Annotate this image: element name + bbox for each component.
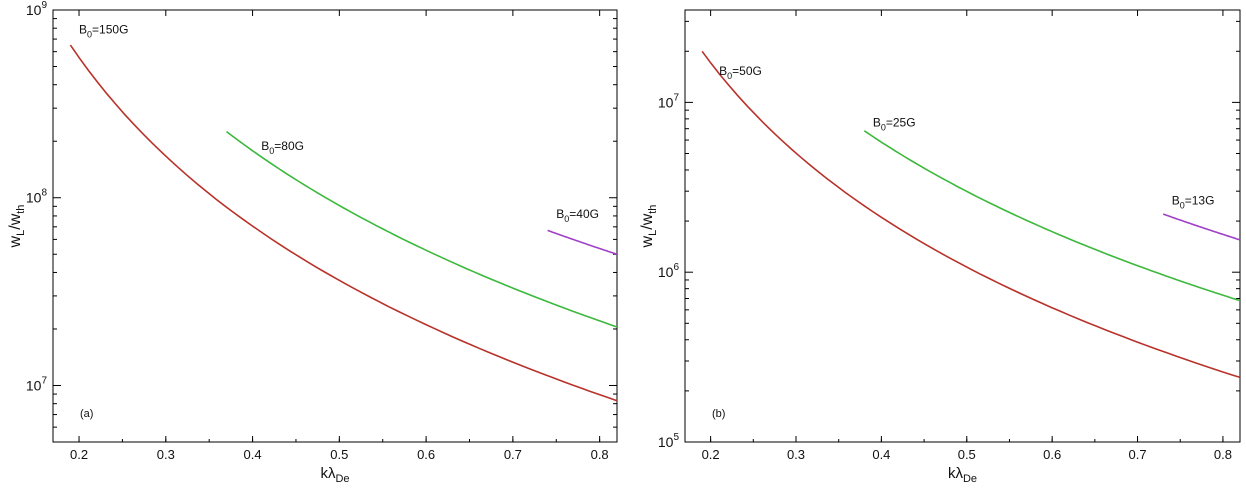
series-line-1 [701,50,1241,379]
x-tick-label: 0.8 [1214,447,1232,462]
panel-label: (b) [712,408,725,420]
chart-a-svg: 0.2 0.3 0.4 0.5 0.6 0.7 0.8 107 108 109 B0=150G B0=… [7,0,618,485]
plot-frame [52,9,618,443]
series-label-3: B0=40G [556,207,599,224]
plot-frame [684,9,1241,443]
x-tick-label: 0.5 [330,447,348,462]
series-label-1: B0=150G [79,22,128,39]
chart-panel-a: 0.2 0.3 0.4 0.5 0.6 0.7 0.8 107 108 109 B0=150G B0=… [0,0,623,486]
series-line-2 [863,130,1241,302]
series-label-3: B0=13G [1172,194,1215,211]
y-tick-label: 107 [26,375,48,393]
panel-label: (a) [80,408,93,420]
y-tick-label: 106 [658,262,680,280]
x-axis-title: kλDe [948,465,977,485]
series-label-1: B0=50G [719,64,762,81]
x-tick-label: 0.3 [157,447,175,462]
x-tick-label: 0.7 [504,447,522,462]
y-axis-title: wL/wth [639,205,659,249]
x-tick-label: 0.6 [417,447,435,462]
series-label-2: B0=80G [261,139,304,156]
x-tick-label: 0.4 [872,447,890,462]
x-tick-label: 0.2 [70,447,88,462]
y-axis-title: wL/wth [7,205,27,249]
chart-panel-b: 0.2 0.3 0.4 0.5 0.6 0.7 0.8 105 106 107 B0=50G B0=2… [623,0,1246,486]
x-tick-label: 0.7 [1128,447,1146,462]
x-tick-label: 0.6 [1043,447,1061,462]
x-tick-label: 0.4 [244,447,262,462]
x-tick-label: 0.3 [787,447,805,462]
series-line-1 [69,44,618,402]
x-tick-label: 0.2 [702,447,720,462]
y-tick-label: 109 [26,0,48,18]
series-line-2 [226,130,618,328]
series-line-3 [1162,213,1241,241]
series-label-2: B0=25G [873,116,916,133]
chart-b-svg: 0.2 0.3 0.4 0.5 0.6 0.7 0.8 105 106 107 B0=50G B0=2… [639,9,1241,485]
x-axis-title: kλDe [320,465,349,485]
y-tick-label: 108 [26,188,48,206]
series-line-3 [547,229,618,256]
x-tick-label: 0.5 [958,447,976,462]
x-tick-label: 0.8 [591,447,609,462]
y-tick-label: 107 [658,92,680,110]
y-tick-label: 105 [658,432,680,450]
